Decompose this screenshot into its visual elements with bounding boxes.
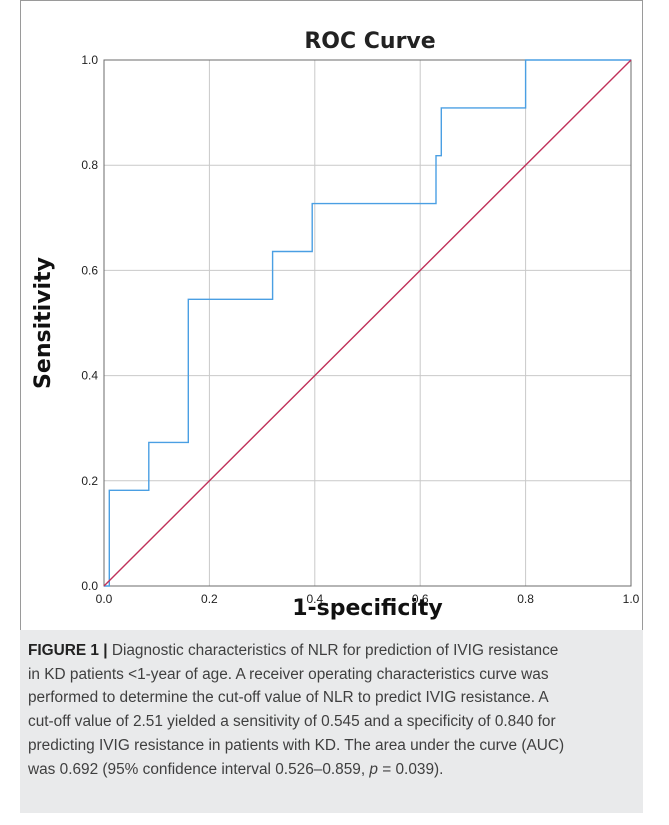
y-tick-label: 0.6 <box>81 263 98 277</box>
y-tick-label: 0.0 <box>81 579 98 593</box>
caption-line: in KD patients <1-year of age. A receive… <box>28 665 549 683</box>
y-axis-ticks: 0.0 0.2 0.4 0.6 0.8 1.0 <box>81 53 98 593</box>
series <box>103 59 632 587</box>
x-tick-label: 1.0 <box>623 592 640 606</box>
reference-diagonal-line <box>103 59 632 587</box>
y-tick-label: 0.4 <box>81 369 98 383</box>
x-tick-label: 0.4 <box>306 592 323 606</box>
figure-frame-top <box>20 0 643 1</box>
x-tick-label: 0.0 <box>96 592 113 606</box>
roc-chart: ROC Curve 0.00.20.40.60.81.0 0.0 0.2 0.4 0.… <box>31 29 640 621</box>
caption-line: performed to determine the cut-off value… <box>28 689 549 707</box>
x-tick-label: 0.2 <box>201 592 218 606</box>
figure-caption: FIGURE 1 | Diagnostic characteristics of… <box>20 630 643 813</box>
y-tick-label: 0.8 <box>81 158 98 172</box>
plot-frame <box>103 59 632 587</box>
caption-line: = 0.039). <box>377 760 444 778</box>
x-tick-label: 0.6 <box>412 592 429 606</box>
roc-curve-line <box>104 59 631 587</box>
y-axis-label: Sensitivity <box>31 257 56 389</box>
figure-frame-right <box>642 0 643 813</box>
caption-p-symbol: p <box>369 760 378 778</box>
x-axis-ticks: 0.0 0.2 0.4 0.6 0.8 1.0 <box>96 592 640 606</box>
figure-frame-left <box>20 0 21 813</box>
caption-label: FIGURE 1 | <box>28 642 108 659</box>
caption-line: was 0.692 (95% confidence interval 0.526… <box>28 760 370 778</box>
x-tick-label: 0.8 <box>517 592 534 606</box>
caption-line: predicting IVIG resistance in patients w… <box>28 736 565 754</box>
x-axis-label: 1-specificity <box>292 596 443 621</box>
caption-line: cut-off value of 2.51 yielded a sensitiv… <box>28 713 556 731</box>
grid <box>104 60 631 586</box>
caption-line: Diagnostic characteristics of NLR for pr… <box>107 642 559 659</box>
chart-title: ROC Curve <box>304 29 435 54</box>
y-tick-label: 0.2 <box>81 474 98 488</box>
y-tick-label: 1.0 <box>81 53 98 67</box>
